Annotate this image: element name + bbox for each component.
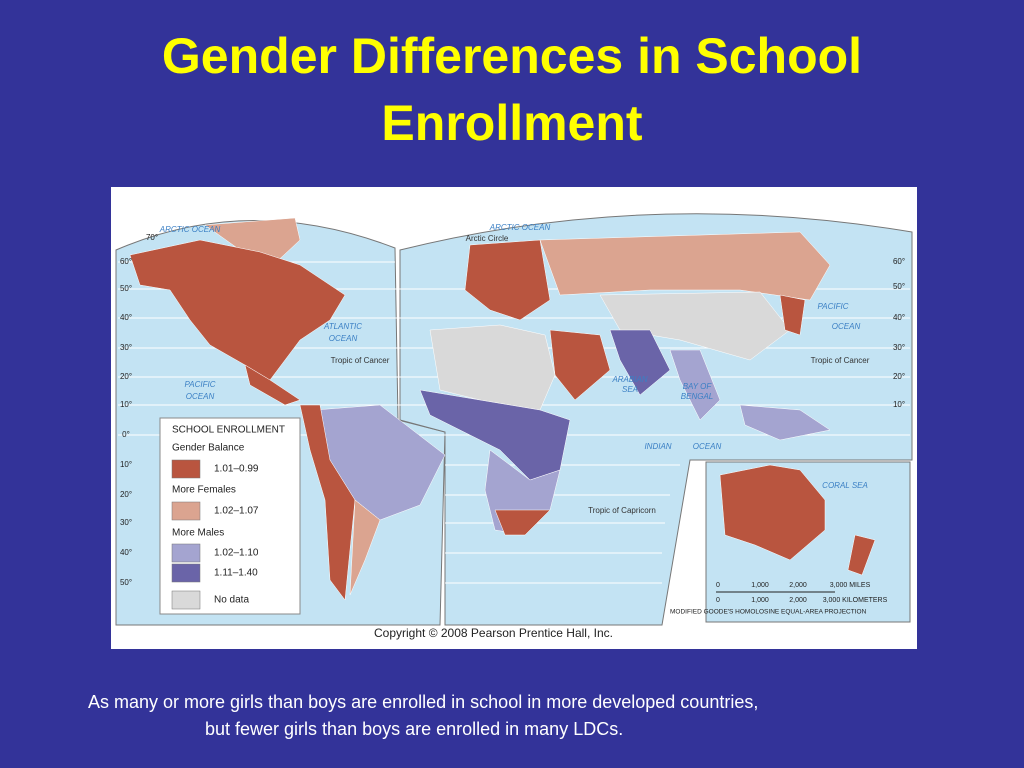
legend-swatch bbox=[171, 501, 201, 521]
ocean-label: BENGAL bbox=[681, 392, 713, 401]
degree-label: 40° bbox=[893, 313, 905, 322]
region bbox=[779, 294, 806, 336]
legend-swatch bbox=[171, 563, 201, 583]
region bbox=[494, 509, 551, 536]
regions bbox=[129, 217, 876, 601]
legend-label: 1.02–1.10 bbox=[214, 548, 259, 559]
scale-label: 0 bbox=[716, 597, 720, 604]
degree-label: 10° bbox=[120, 400, 132, 409]
region bbox=[349, 499, 381, 596]
degree-label: 20° bbox=[893, 372, 905, 381]
region bbox=[669, 349, 721, 421]
line-label: Tropic of Cancer bbox=[811, 356, 870, 365]
scale-label: 3,000 MILES bbox=[830, 582, 871, 589]
region bbox=[609, 329, 671, 396]
title-line: Gender Differences in School bbox=[162, 28, 862, 84]
ocean-label: ARCTIC OCEAN bbox=[489, 223, 551, 232]
degree-label: 0° bbox=[122, 430, 130, 439]
degree-label: 20° bbox=[120, 490, 132, 499]
degree-label: 60° bbox=[120, 257, 132, 266]
ocean-label: BAY OF bbox=[683, 382, 713, 391]
legend-swatch bbox=[171, 590, 201, 610]
legend-label: 1.02–1.07 bbox=[214, 506, 259, 517]
scale-label: 3,000 KILOMETERS bbox=[823, 597, 888, 604]
ocean-label: OCEAN bbox=[329, 334, 358, 343]
degree-label: 50° bbox=[893, 282, 905, 291]
title-line: Enrollment bbox=[381, 95, 642, 151]
ocean-label: INDIAN bbox=[644, 442, 671, 451]
degree-label: 10° bbox=[893, 400, 905, 409]
legend-label: No data bbox=[214, 595, 249, 606]
projection: MODIFIED GOODE'S HOMOLOSINE EQUAL-AREA P… bbox=[670, 609, 867, 616]
degree-label: 10° bbox=[120, 460, 132, 469]
degree-label: 30° bbox=[120, 343, 132, 352]
degree-label: 40° bbox=[120, 548, 132, 557]
ocean-label: OCEAN bbox=[832, 322, 861, 331]
degree-label: 30° bbox=[893, 343, 905, 352]
degree-label: 40° bbox=[120, 313, 132, 322]
ocean-label: OCEAN bbox=[186, 392, 215, 401]
caption-line: but fewer girls than boys are enrolled i… bbox=[205, 719, 623, 739]
region bbox=[429, 324, 556, 411]
region bbox=[129, 239, 346, 381]
copyright: Copyright © 2008 Pearson Prentice Hall, … bbox=[374, 626, 613, 640]
degree-label: 50° bbox=[120, 284, 132, 293]
ocean-label: PACIFIC bbox=[185, 380, 216, 389]
region bbox=[204, 217, 301, 269]
caption-line: As many or more girls than boys are enro… bbox=[88, 692, 758, 712]
degree-label: 60° bbox=[893, 257, 905, 266]
legend-heading: Gender Balance bbox=[172, 443, 245, 454]
region bbox=[739, 404, 831, 441]
ocean-label: ATLANTIC bbox=[323, 322, 362, 331]
region bbox=[847, 534, 876, 576]
degree-label: 70° bbox=[146, 233, 158, 242]
degree-label: 50° bbox=[120, 578, 132, 587]
region bbox=[719, 464, 826, 561]
line-label: Arctic Circle bbox=[466, 234, 509, 243]
region bbox=[549, 329, 611, 401]
legend-title: SCHOOL ENROLLMENT bbox=[172, 425, 285, 436]
region bbox=[244, 364, 301, 406]
legend-swatch bbox=[171, 543, 201, 563]
line-label: Tropic of Capricorn bbox=[588, 506, 656, 515]
region bbox=[539, 231, 831, 301]
ocean-label: SEA bbox=[622, 385, 638, 394]
legend-label: 1.11–1.40 bbox=[214, 568, 258, 579]
ocean-label: CORAL SEA bbox=[822, 481, 868, 490]
line-label: Tropic of Cancer bbox=[331, 356, 390, 365]
region bbox=[299, 404, 356, 601]
ocean-label: ARCTIC OCEAN bbox=[159, 225, 221, 234]
scale-label: 1,000 bbox=[751, 597, 769, 604]
degree-label: 20° bbox=[120, 372, 132, 381]
legend-swatch bbox=[171, 459, 201, 479]
legend-heading: More Males bbox=[172, 528, 224, 539]
legend-label: 1.01–0.99 bbox=[214, 464, 259, 475]
degree-label: 30° bbox=[120, 518, 132, 527]
scale-label: 2,000 bbox=[789, 597, 807, 604]
scale-label: 2,000 bbox=[789, 582, 807, 589]
scale-label: 0 bbox=[716, 582, 720, 589]
scale-label: 1,000 bbox=[751, 582, 769, 589]
ocean-label: OCEAN bbox=[693, 442, 722, 451]
ocean-label: ARABIAN bbox=[611, 375, 647, 384]
legend-heading: More Females bbox=[172, 485, 236, 496]
ocean-label: PACIFIC bbox=[818, 302, 849, 311]
